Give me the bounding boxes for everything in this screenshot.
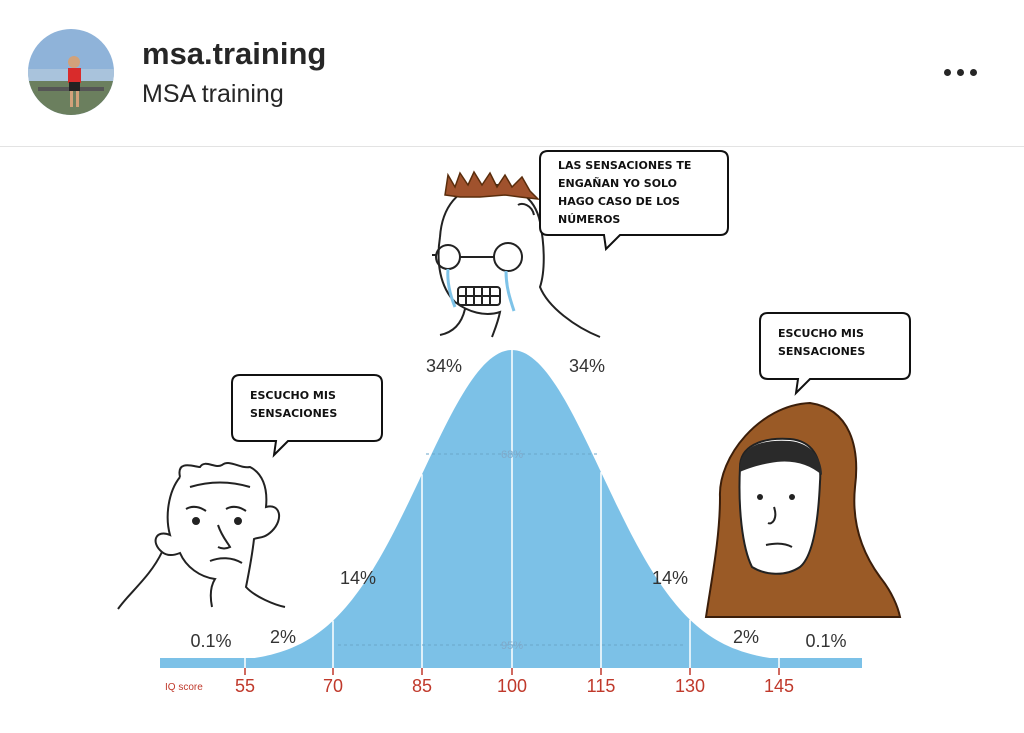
more-options-icon[interactable]	[932, 60, 988, 84]
more-dot	[969, 68, 977, 76]
pct-label: 34%	[569, 356, 605, 376]
speech-bubble-left: ESCUCHO MIS SENSACIONES	[231, 374, 383, 458]
inner-label-68: 68%	[501, 449, 523, 461]
avatar-photo	[28, 29, 114, 115]
tick-label: 85	[412, 676, 432, 696]
bubble-top-line: ENGAÑAN YO SOLO	[558, 177, 677, 190]
pct-label: 2%	[270, 627, 296, 647]
tick-label: 70	[323, 676, 343, 696]
bell-curve-fill	[160, 350, 862, 663]
bell-curve-meme: 68% 95% 0.1% 2% 14% 34% 34% 14% 2% 0.1% …	[117, 150, 911, 696]
bubble-top-line: LAS SENSACIONES TE	[558, 159, 691, 172]
pct-label: 2%	[733, 627, 759, 647]
pct-label: 0.1%	[805, 631, 846, 651]
sigma-lines	[244, 350, 780, 677]
username[interactable]: msa.training	[142, 36, 327, 71]
tick-label: 100	[497, 676, 527, 696]
axis-label: IQ score	[165, 682, 203, 693]
bubble-left-line: SENSACIONES	[250, 407, 337, 420]
pct-label: 14%	[340, 568, 376, 588]
tick-label: 145	[764, 676, 794, 696]
more-dot	[956, 68, 964, 76]
tick-label: 130	[675, 676, 705, 696]
speech-bubble-right: ESCUCHO MIS SENSACIONES	[759, 312, 911, 396]
tick-label: 55	[235, 676, 255, 696]
inner-label-95: 95%	[501, 640, 523, 652]
bubble-right-line: ESCUCHO MIS	[778, 327, 864, 340]
bubble-left-line: ESCUCHO MIS	[250, 389, 336, 402]
profile-avatar[interactable]	[28, 29, 114, 115]
bubble-top-line: NÚMEROS	[558, 213, 620, 226]
speech-bubble-top: LAS SENSACIONES TE ENGAÑAN YO SOLO HAGO …	[539, 150, 729, 252]
tick-label: 115	[587, 676, 616, 696]
curve-baseline	[160, 658, 862, 668]
pct-label: 0.1%	[190, 631, 231, 651]
bubble-right-line: SENSACIONES	[778, 345, 865, 358]
post-image[interactable]: 68% 95% 0.1% 2% 14% 34% 34% 14% 2% 0.1% …	[0, 147, 1024, 728]
nerd-character	[432, 183, 601, 338]
right-character	[704, 401, 902, 618]
bubble-top-line: HAGO CASO DE LOS	[558, 195, 680, 208]
profile-full-name: MSA training	[142, 80, 284, 108]
pct-label: 34%	[426, 356, 462, 376]
nerd-hair	[444, 170, 541, 200]
more-dot	[943, 68, 951, 76]
post-header: msa.training MSA training	[0, 0, 1024, 147]
left-character	[117, 462, 286, 610]
pct-label: 14%	[652, 568, 688, 588]
